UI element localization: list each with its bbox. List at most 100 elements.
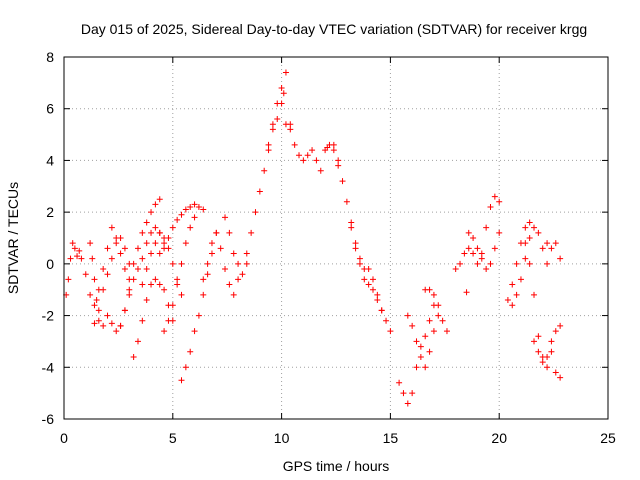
data-point-arc-a [71, 245, 78, 252]
data-point-arc-c [93, 297, 100, 304]
data-point-arc-o [280, 90, 287, 97]
data-point-arc-m [208, 240, 215, 247]
data-point-arc-w [483, 224, 490, 231]
data-point-arc-w [496, 198, 503, 205]
y-tick-label: 8 [46, 49, 54, 65]
data-point-arc-f [113, 235, 120, 241]
data-point-arc-l [182, 364, 189, 371]
data-point-arc-p [274, 116, 281, 123]
data-point-arc-c [95, 317, 102, 324]
data-point-arc-i [156, 229, 163, 236]
x-tick-label: 25 [600, 430, 616, 446]
data-point-arc-l [204, 271, 211, 278]
data-point-arc-m [230, 291, 237, 298]
data-point-arc-e [113, 328, 120, 335]
data-point-arc-l [195, 312, 202, 319]
data-point-arc-b [78, 255, 85, 262]
data-point-arc-n [235, 260, 242, 267]
data-point-arc-v [435, 302, 442, 309]
x-axis-label: GPS time / hours [283, 458, 390, 474]
data-point-arc-s [348, 224, 355, 231]
data-point-arc-d [113, 240, 120, 247]
data-point-arc-q [287, 126, 294, 133]
data-point-arc-c [100, 322, 107, 329]
data-point-arc-g [152, 224, 159, 231]
data-point-arc-o [248, 229, 255, 236]
data-point-arc-r [356, 260, 363, 267]
y-tick-label: 0 [46, 256, 54, 272]
data-point-arc-q [296, 152, 303, 159]
data-point-arc-ab [517, 276, 524, 283]
data-point-arc-o [269, 121, 276, 128]
data-point-arc-e [126, 286, 133, 293]
data-point-arc-i [174, 276, 181, 283]
data-point-arc-x [491, 245, 498, 252]
data-point-arc-s [369, 276, 376, 283]
data-point-arc-e [108, 320, 115, 327]
data-point-arc-i [139, 281, 146, 288]
data-point-stray [422, 286, 429, 293]
data-point-arc-d [100, 286, 107, 293]
data-point-arc-j [200, 206, 207, 213]
chart-title: Day 015 of 2025, Sidereal Day-to-day VTE… [81, 21, 587, 37]
data-point-arc-x [483, 266, 490, 273]
data-point-arc-aa [548, 348, 555, 355]
data-point-arc-f [117, 250, 124, 257]
data-point-arc-n [222, 214, 229, 221]
data-point-arc-l [200, 291, 207, 298]
data-point-arc-p [282, 69, 289, 76]
data-point-arc-n [239, 271, 246, 278]
data-point-arc-j [178, 260, 185, 267]
data-point-arc-z [544, 364, 551, 371]
axis-ticks: 0 5 10 15 20 25 -6 -4 -2 0 2 4 6 8 [42, 49, 616, 446]
data-point-arc-g [134, 266, 141, 273]
data-point-arc-s [356, 255, 363, 262]
y-tick-label: -2 [42, 308, 55, 324]
data-point-arc-u [413, 338, 420, 345]
data-point-arc-f [139, 229, 146, 236]
data-point-arc-a [76, 247, 83, 254]
data-point-arc-r [343, 198, 350, 205]
data-point-arc-k [178, 211, 185, 218]
data-point-arc-b [100, 266, 107, 273]
data-point-arc-t [400, 390, 407, 397]
data-point-arc-k [169, 224, 176, 231]
data-point-arc-o [252, 209, 259, 216]
data-point-arc-y [522, 224, 529, 231]
data-point-arc-b [91, 302, 98, 309]
data-point-arc-z [548, 338, 555, 345]
data-point-arc-h [134, 338, 141, 345]
data-point-arc-r [365, 281, 372, 288]
data-point-arc-r [369, 286, 376, 293]
data-point-arc-b [108, 224, 115, 231]
data-point-arc-ab [509, 302, 516, 309]
data-point-arc-k [165, 235, 172, 241]
data-point-arc-l [178, 377, 185, 384]
data-point-arc-h [130, 353, 137, 360]
data-point-arc-n [226, 229, 233, 236]
data-point-arc-j [191, 214, 198, 221]
data-point-arc-u [409, 322, 416, 329]
data-point-arc-a [65, 276, 72, 283]
data-point-arc-k [161, 245, 168, 252]
data-point-arc-r [352, 245, 359, 252]
x-tick-label: 10 [274, 430, 290, 446]
data-point-arc-x [496, 229, 503, 236]
data-point-arc-f [152, 201, 159, 208]
data-point-arc-c [91, 276, 98, 283]
data-point-arc-z [531, 291, 538, 298]
data-point-arc-z [557, 322, 564, 329]
data-point-arc-j [165, 317, 172, 324]
data-point-arc-b [87, 291, 94, 298]
data-point-arc-m [204, 260, 211, 267]
data-point-arc-w [457, 260, 464, 267]
data-point-arc-w [470, 250, 477, 257]
data-point-arc-aa [557, 374, 564, 381]
y-tick-label: 4 [46, 152, 54, 168]
data-point-arc-g [121, 307, 128, 314]
data-point-arc-w [465, 245, 472, 252]
data-point-arc-n [230, 250, 237, 257]
data-point-arc-j [182, 240, 189, 247]
data-point-arc-y [539, 245, 546, 252]
data-point-arc-u [404, 312, 411, 319]
